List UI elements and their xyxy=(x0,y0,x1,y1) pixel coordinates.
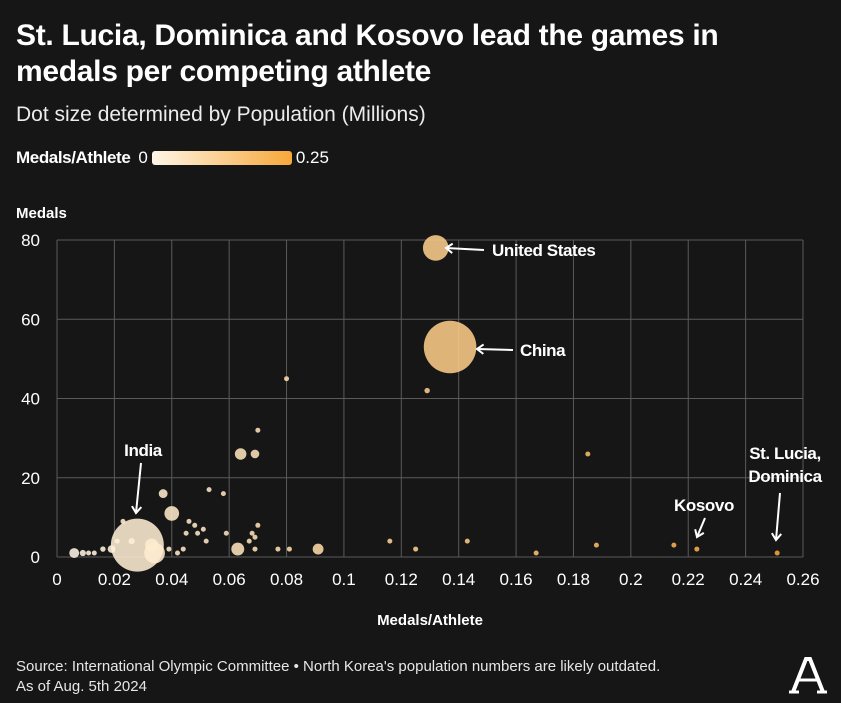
data-point xyxy=(107,545,116,553)
data-point xyxy=(234,448,247,460)
data-point xyxy=(694,546,700,552)
annotation-arrow-united-states xyxy=(445,247,485,251)
data-point xyxy=(114,538,120,544)
data-point xyxy=(246,538,252,544)
x-tick-label: 0.04 xyxy=(155,570,188,589)
data-point xyxy=(422,235,449,261)
data-point xyxy=(120,518,126,524)
data-point xyxy=(200,526,206,532)
data-point xyxy=(203,538,209,544)
data-point xyxy=(69,548,80,558)
data-point xyxy=(249,530,255,536)
annotation-arrow-st-lucia-dominica xyxy=(775,492,781,541)
x-tick-label: 0.08 xyxy=(270,570,303,589)
x-tick-label: 0.24 xyxy=(729,570,762,589)
chart-title: St. Lucia, Dominica and Kosovo lead the … xyxy=(16,19,719,88)
data-point xyxy=(180,546,186,552)
data-point xyxy=(312,543,324,555)
data-point xyxy=(255,427,261,433)
data-point xyxy=(186,518,192,524)
data-point xyxy=(79,549,86,557)
footer: Source: International Olympic Committee … xyxy=(16,657,660,697)
data-point xyxy=(413,546,419,552)
data-point xyxy=(145,538,159,552)
x-tick-label: 0.16 xyxy=(500,570,533,589)
legend-max-label: 0.25 xyxy=(295,148,329,167)
data-point xyxy=(424,387,430,394)
data-point xyxy=(671,542,677,548)
data-point xyxy=(423,320,477,374)
annotation-china: China xyxy=(520,341,566,360)
x-tick-label: 0.12 xyxy=(385,570,418,589)
data-point xyxy=(585,451,591,457)
data-point xyxy=(593,542,599,548)
x-tick-label: 0.18 xyxy=(557,570,590,589)
x-tick-label: 0.22 xyxy=(672,570,705,589)
data-point xyxy=(220,491,226,497)
scatter-chart: 0 0.02 0.04 0.06 0.08 0.1 0.12 0.14 0.16 0.18 0.2 0… xyxy=(16,205,823,629)
data-point xyxy=(175,550,181,556)
date-note: As of Aug. 5th 2024 xyxy=(16,678,147,695)
data-point xyxy=(250,449,260,459)
y-axis-title: Medals xyxy=(16,205,67,222)
annotation-india: India xyxy=(124,441,163,460)
data-point xyxy=(195,530,201,536)
y-tick-label: 80 xyxy=(21,231,40,250)
data-point xyxy=(231,542,245,556)
x-axis-title: Medals/Athlete xyxy=(377,612,483,629)
chart-subtitle: Dot size determined by Population (Milli… xyxy=(16,103,426,126)
data-point xyxy=(387,538,393,544)
data-point xyxy=(252,534,258,540)
y-tick-label: 20 xyxy=(21,469,40,488)
annotation-st-lucia-dominica: St. Lucia, Dominica xyxy=(748,444,822,486)
source-note: Source: International Olympic Committee … xyxy=(16,658,661,675)
data-point xyxy=(86,550,92,556)
y-tick-label: 40 xyxy=(21,390,40,409)
data-point xyxy=(164,506,180,521)
x-tick-label: 0.02 xyxy=(98,570,131,589)
annotation-arrow-china-head xyxy=(475,343,485,355)
annotation-arrow-st-lucia-dominica-head xyxy=(771,532,782,542)
x-tick-label: 0.1 xyxy=(332,570,356,589)
annotation-arrow-china xyxy=(476,348,514,351)
annotation-arrow-united-states-head xyxy=(444,242,454,254)
annotation-arrow-kosovo xyxy=(696,517,706,538)
data-point xyxy=(284,376,290,382)
annotation-united-states: United States xyxy=(492,241,595,260)
y-tick-label: 60 xyxy=(21,310,40,329)
data-point xyxy=(223,530,229,536)
data-point xyxy=(255,522,261,528)
color-legend: Medals/Athlete 0 0.25 xyxy=(16,146,329,170)
data-point xyxy=(286,546,292,552)
legend-title: Medals/Athlete xyxy=(16,148,131,167)
y-tick-label: 0 xyxy=(31,548,40,567)
data-point xyxy=(166,546,172,552)
x-tick-label: 0.14 xyxy=(442,570,475,589)
x-tick-label: 0.06 xyxy=(213,570,246,589)
data-point xyxy=(192,522,198,528)
x-tick-label: 0.2 xyxy=(619,570,643,589)
data-point xyxy=(91,550,97,556)
data-point xyxy=(158,489,168,499)
data-point xyxy=(100,546,106,552)
annotation-arrow-india xyxy=(135,462,142,514)
atlantic-a-logo-icon xyxy=(789,657,827,694)
data-point xyxy=(183,530,189,536)
data-point xyxy=(128,538,135,545)
annotation-kosovo: Kosovo xyxy=(674,496,734,515)
data-point xyxy=(774,550,780,556)
data-point xyxy=(275,546,281,552)
data-point xyxy=(252,546,258,552)
data-point xyxy=(533,550,539,556)
legend-gradient-bar xyxy=(151,151,292,165)
data-point xyxy=(206,487,212,493)
data-point xyxy=(464,538,470,544)
annotation-arrow-kosovo-head xyxy=(694,528,705,539)
annotation-arrow-india-head xyxy=(131,505,143,515)
legend-min-label: 0 xyxy=(138,148,148,167)
x-tick-label: 0.26 xyxy=(786,570,819,589)
x-tick-label: 0 xyxy=(52,570,61,589)
